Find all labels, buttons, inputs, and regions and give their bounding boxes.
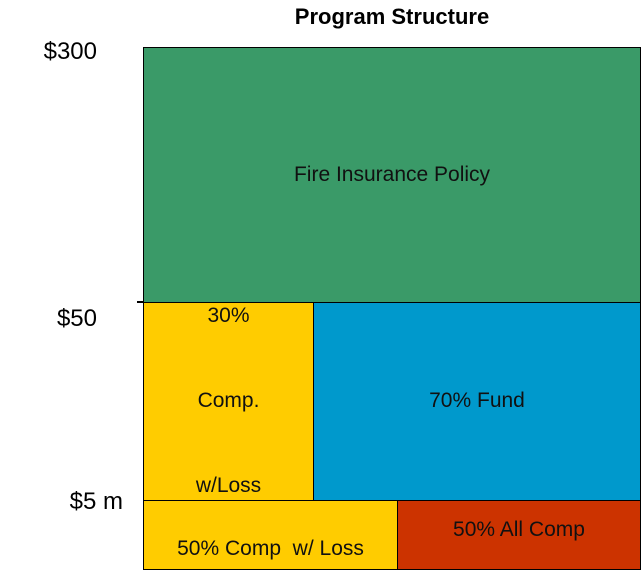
axis-label: $300 — [43, 38, 97, 65]
block-label: 70% Fund — [429, 389, 525, 413]
axis-label: $5 m — [69, 488, 123, 515]
block: 70% Fund — [313, 302, 641, 501]
block: 30% Comp. w/Loss — [143, 302, 314, 501]
label-line: w/Loss — [195, 474, 262, 498]
block-label: 50% Comp w/ Loss — [177, 536, 364, 560]
label-line: Comp. — [197, 389, 260, 413]
axis-label: $50 — [56, 305, 97, 332]
block-label: Fire Insurance Policy — [293, 162, 491, 186]
label-line: 30% — [207, 304, 250, 328]
block: Fire Insurance Policy — [143, 47, 641, 303]
tick — [137, 301, 144, 303]
block: 50% Comp w/ Loss — [143, 500, 398, 570]
block-label: 50% All Comp — [453, 517, 585, 541]
title: Program Structure — [294, 4, 490, 29]
block-label: 30% Comp. w/Loss — [196, 246, 261, 558]
block: 50% All Comp — [397, 500, 641, 570]
